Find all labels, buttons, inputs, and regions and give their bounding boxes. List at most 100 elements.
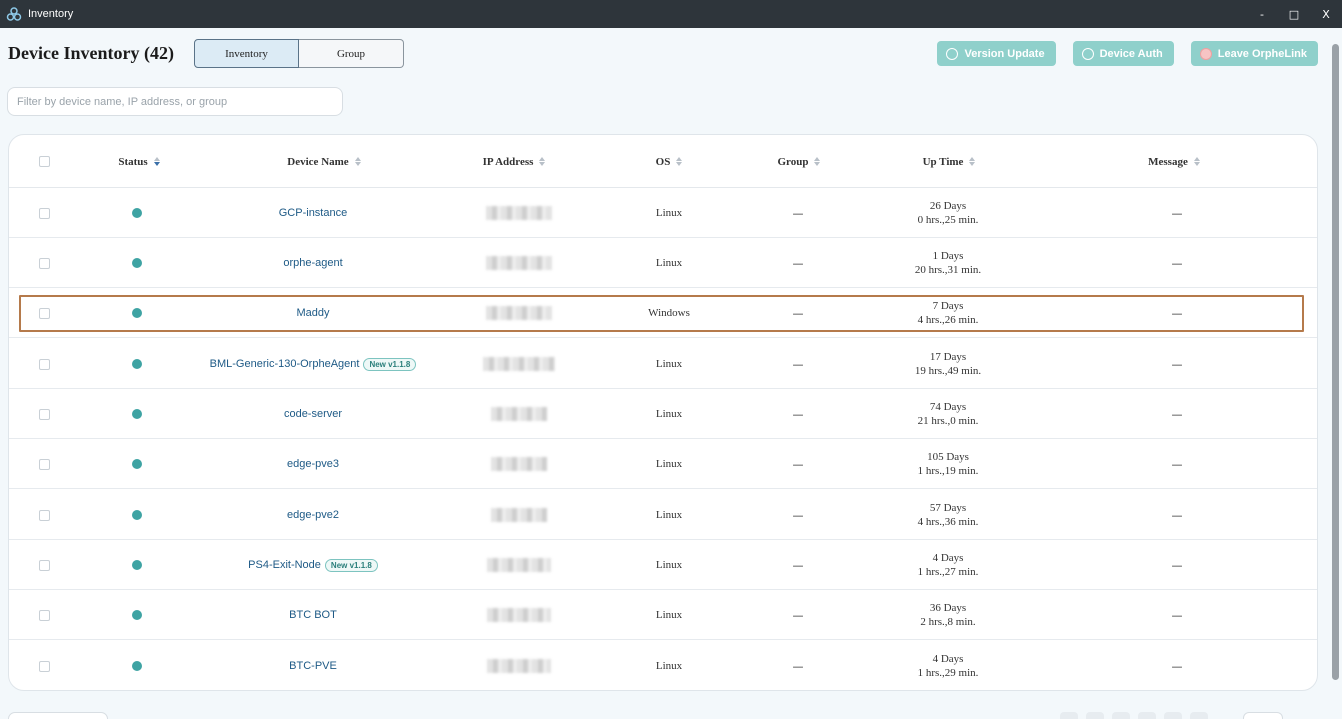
- row-checkbox-cell: [31, 490, 57, 540]
- row-checkbox-cell: [31, 641, 57, 690]
- page-button[interactable]: [1086, 712, 1104, 719]
- message-cell: —: [1171, 306, 1183, 320]
- row-checkbox[interactable]: [38, 458, 50, 470]
- table-row[interactable]: GCP-instance Linux — 26 Days 0 hrs.,25 mi…: [9, 188, 1317, 238]
- select-all-checkbox[interactable]: [38, 156, 50, 167]
- row-checkbox[interactable]: [38, 660, 50, 672]
- ip-address-cell: [474, 540, 564, 590]
- window-title: Inventory: [28, 8, 74, 20]
- device-table: Status Device Name IP Address OS Group U…: [8, 134, 1318, 691]
- page-button[interactable]: [1060, 712, 1078, 719]
- row-checkbox[interactable]: [38, 307, 50, 319]
- device-name-link[interactable]: BTC BOT: [289, 609, 337, 621]
- device-name-link[interactable]: BTC-PVE: [289, 660, 337, 672]
- uptime-days: 36 Days: [929, 602, 967, 614]
- page-button[interactable]: [1164, 712, 1182, 719]
- uptime-days: 105 Days: [927, 451, 969, 463]
- os-cell: Linux: [655, 257, 683, 269]
- uptime-cell: 57 Days 4 hrs.,36 min.: [888, 490, 1008, 540]
- table-row[interactable]: Maddy Windows — 7 Days 4 hrs.,26 min. —: [9, 288, 1317, 338]
- uptime-time: 0 hrs.,25 min.: [917, 214, 979, 226]
- group-cell: —: [792, 558, 804, 572]
- device-name-link[interactable]: GCP-instance: [278, 207, 348, 219]
- page-size-select[interactable]: [8, 712, 108, 719]
- row-checkbox[interactable]: [38, 257, 50, 269]
- column-message[interactable]: Message: [1114, 135, 1234, 188]
- uptime-cell: 4 Days 1 hrs.,29 min.: [888, 641, 1008, 690]
- uptime-time: 4 hrs.,26 min.: [917, 314, 979, 326]
- uptime-cell: 4 Days 1 hrs.,27 min.: [888, 540, 1008, 590]
- table-row[interactable]: BTC-PVE Linux — 4 Days 1 hrs.,29 min. —: [9, 641, 1317, 690]
- table-row[interactable]: PS4-Exit-Node New v1.1.8 Linux — 4 Days 1 …: [9, 540, 1317, 590]
- column-os[interactable]: OS: [619, 135, 719, 188]
- sort-icon: [354, 157, 361, 166]
- row-checkbox-cell: [31, 590, 57, 640]
- table-row[interactable]: code-server Linux — 74 Days 21 hrs.,0 min…: [9, 389, 1317, 439]
- row-checkbox[interactable]: [38, 509, 50, 521]
- uptime-cell: 1 Days 20 hrs.,31 min.: [888, 238, 1008, 288]
- group-cell: —: [792, 457, 804, 471]
- leave-orphelink-button[interactable]: Leave OrpheLink: [1190, 41, 1318, 66]
- uptime-cell: 26 Days 0 hrs.,25 min.: [888, 188, 1008, 238]
- device-name-link[interactable]: code-server: [283, 408, 343, 420]
- leave-icon: [1199, 47, 1212, 60]
- device-name-link[interactable]: Maddy: [296, 307, 330, 319]
- device-auth-button[interactable]: Device Auth: [1072, 41, 1174, 66]
- page-button[interactable]: [1138, 712, 1156, 719]
- row-checkbox[interactable]: [38, 358, 50, 370]
- page-jump-input[interactable]: [1243, 712, 1283, 719]
- group-cell: —: [792, 357, 804, 371]
- close-button[interactable]: X: [1322, 7, 1330, 21]
- device-name-cell: PS4-Exit-Node New v1.1.8: [163, 540, 463, 590]
- page-button[interactable]: [1190, 712, 1208, 719]
- header-actions: Version Update Device Auth Leave OrpheLi…: [937, 41, 1318, 66]
- minimize-button[interactable]: -: [1260, 7, 1264, 21]
- row-checkbox-cell: [31, 439, 57, 489]
- version-update-button[interactable]: Version Update: [937, 41, 1056, 66]
- column-ip-address-label: IP Address: [482, 155, 534, 168]
- uptime-days: 1 Days: [932, 250, 964, 262]
- table-row[interactable]: orphe-agent Linux — 1 Days 20 hrs.,31 min…: [9, 238, 1317, 288]
- group-cell: —: [792, 659, 804, 673]
- row-checkbox[interactable]: [38, 609, 50, 621]
- column-device-name[interactable]: Device Name: [224, 135, 424, 188]
- row-checkbox[interactable]: [38, 559, 50, 571]
- column-up-time[interactable]: Up Time: [889, 135, 1009, 188]
- column-status-label: Status: [118, 155, 148, 168]
- device-name-link[interactable]: orphe-agent: [283, 257, 343, 269]
- device-name-link[interactable]: PS4-Exit-Node: [248, 559, 321, 571]
- ip-address-cell: [474, 641, 564, 690]
- status-online-icon: [132, 208, 142, 218]
- ip-address-redacted: [487, 659, 551, 673]
- status-online-icon: [132, 409, 142, 419]
- column-status[interactable]: Status: [89, 135, 189, 188]
- table-row[interactable]: BML-Generic-130-OrpheAgent New v1.1.8 Lin…: [9, 339, 1317, 389]
- table-row[interactable]: edge-pve3 Linux — 105 Days 1 hrs.,19 min.…: [9, 439, 1317, 489]
- sort-icon: [969, 157, 976, 166]
- status-online-icon: [132, 560, 142, 570]
- view-tabs: Inventory Group: [194, 39, 404, 68]
- key-icon: [1081, 47, 1094, 60]
- table-row[interactable]: edge-pve2 Linux — 57 Days 4 hrs.,36 min. …: [9, 490, 1317, 540]
- row-checkbox[interactable]: [38, 408, 50, 420]
- message-cell: —: [1171, 558, 1183, 572]
- page-button[interactable]: [1112, 712, 1130, 719]
- device-name-cell: edge-pve2: [163, 490, 463, 540]
- column-ip-address[interactable]: IP Address: [454, 135, 574, 188]
- sort-icon: [814, 157, 821, 166]
- group-cell: —: [792, 306, 804, 320]
- device-name-link[interactable]: edge-pve2: [287, 509, 339, 521]
- search-input[interactable]: [7, 87, 343, 116]
- tab-inventory[interactable]: Inventory: [194, 39, 299, 68]
- device-name-link[interactable]: edge-pve3: [287, 458, 339, 470]
- table-row[interactable]: BTC BOT Linux — 36 Days 2 hrs.,8 min. —: [9, 590, 1317, 640]
- row-checkbox[interactable]: [38, 207, 50, 219]
- pagination: [1060, 712, 1208, 719]
- version-update-label: Version Update: [964, 47, 1045, 60]
- device-name-link[interactable]: BML-Generic-130-OrpheAgent: [209, 358, 360, 370]
- tab-group[interactable]: Group: [299, 39, 404, 68]
- maximize-button[interactable]: □: [1288, 7, 1300, 21]
- column-group[interactable]: Group: [749, 135, 849, 188]
- vertical-scrollbar[interactable]: [1332, 44, 1339, 680]
- uptime-days: 4 Days: [932, 653, 964, 665]
